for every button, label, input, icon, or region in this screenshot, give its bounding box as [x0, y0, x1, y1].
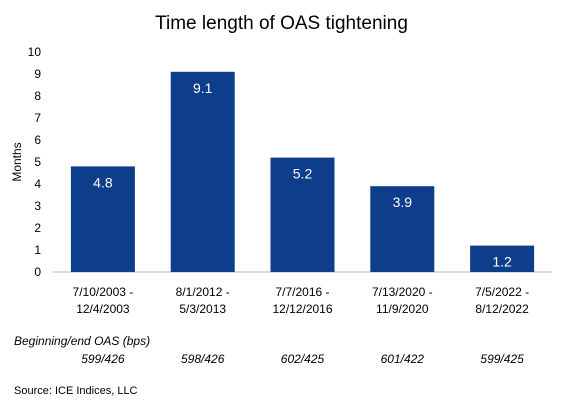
x-tick-label: 7/13/2020 - [372, 285, 433, 299]
data-label: 9.1 [193, 80, 213, 96]
bar-3 [270, 157, 335, 272]
oas-value: 601/422 [380, 352, 424, 366]
bar-4 [370, 186, 435, 272]
y-tick-label: 7 [34, 111, 41, 125]
y-tick-label: 3 [34, 199, 41, 213]
bar-5 [470, 245, 535, 272]
y-tick-label: 9 [34, 67, 41, 81]
oas-table-header: Beginning/end OAS (bps) [14, 334, 151, 348]
oas-value: 599/426 [81, 352, 125, 366]
oas-value: 602/425 [280, 352, 325, 366]
x-tick-label: 7/10/2003 - [73, 285, 134, 299]
data-label: 5.2 [293, 166, 313, 182]
y-tick-label: 10 [28, 45, 42, 59]
oas-value: 599/425 [480, 352, 524, 366]
y-tick-label: 4 [34, 177, 41, 191]
bar-1 [70, 166, 135, 272]
x-tick-label: 5/3/2013 [179, 302, 226, 316]
y-tick-label: 1 [34, 243, 41, 257]
oas-values-row: 599/426 598/426 602/425 601/422 599/425 [0, 352, 563, 368]
bar-2 [170, 71, 235, 272]
y-tick-label: 8 [34, 89, 41, 103]
x-tick-label: 12/12/2016 [272, 302, 332, 316]
data-label: 1.2 [492, 254, 512, 270]
data-label: 3.9 [393, 194, 413, 210]
x-tick-label: 8/1/2012 - [176, 285, 230, 299]
x-tick-label: 11/9/2020 [376, 302, 429, 316]
x-tick-label: 7/5/2022 - [475, 285, 529, 299]
source-note: Source: ICE Indices, LLC [14, 385, 138, 397]
oas-value: 598/426 [180, 352, 225, 366]
data-label: 4.8 [93, 174, 113, 190]
y-tick-label: 6 [34, 133, 41, 147]
x-tick-label: 12/4/2003 [76, 302, 130, 316]
y-axis-title: Months [10, 142, 24, 181]
y-tick-label: 0 [34, 265, 41, 279]
x-tick-label: 7/7/2016 - [275, 285, 329, 299]
y-tick-label: 5 [34, 155, 41, 169]
x-tick-label: 8/12/2022 [475, 302, 529, 316]
chart-title: Time length of OAS tightening [155, 13, 408, 34]
y-tick-label: 2 [34, 221, 41, 235]
